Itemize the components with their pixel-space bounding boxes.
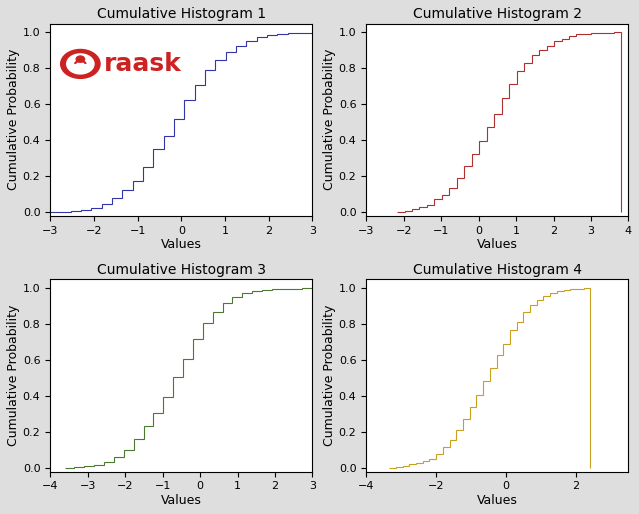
X-axis label: Values: Values <box>161 494 202 507</box>
Text: raask: raask <box>104 52 181 77</box>
Circle shape <box>76 56 84 62</box>
Y-axis label: Cumulative Probability: Cumulative Probability <box>7 305 20 446</box>
X-axis label: Values: Values <box>477 238 518 251</box>
Y-axis label: Cumulative Probability: Cumulative Probability <box>7 49 20 190</box>
Title: Cumulative Histogram 1: Cumulative Histogram 1 <box>96 7 266 21</box>
Circle shape <box>61 49 100 78</box>
Circle shape <box>66 54 94 74</box>
Title: Cumulative Histogram 3: Cumulative Histogram 3 <box>97 263 266 277</box>
X-axis label: Values: Values <box>477 494 518 507</box>
X-axis label: Values: Values <box>161 238 202 251</box>
Title: Cumulative Histogram 2: Cumulative Histogram 2 <box>413 7 582 21</box>
Title: Cumulative Histogram 4: Cumulative Histogram 4 <box>413 263 582 277</box>
Y-axis label: Cumulative Probability: Cumulative Probability <box>323 305 336 446</box>
Y-axis label: Cumulative Probability: Cumulative Probability <box>323 49 336 190</box>
